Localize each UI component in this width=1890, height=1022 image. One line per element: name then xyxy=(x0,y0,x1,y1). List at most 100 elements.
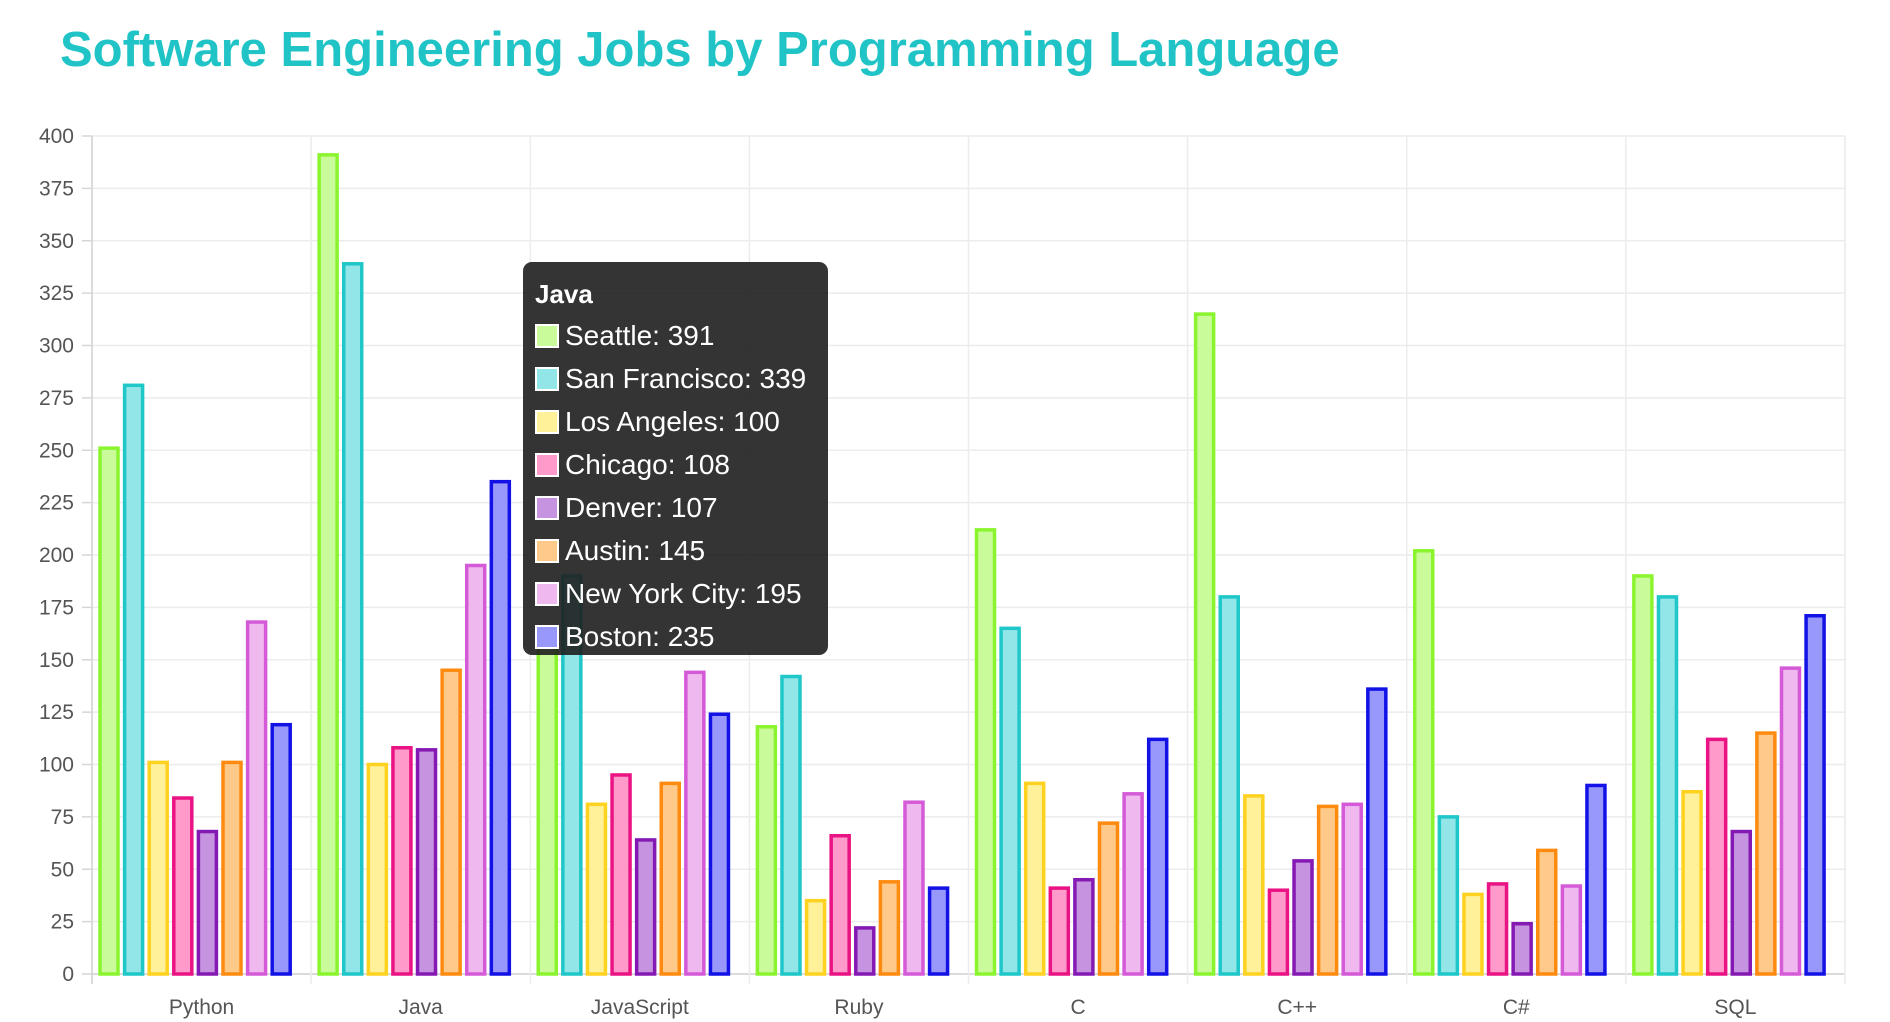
bar-san-francisco-java xyxy=(341,262,364,976)
tooltip-row: Los Angeles: 100 xyxy=(535,400,816,443)
bar-new-york-city-c xyxy=(1122,792,1144,976)
bar-austin-c xyxy=(1536,848,1558,976)
bar-seattle-sql xyxy=(1632,574,1654,976)
bar-chicago-javascript xyxy=(610,773,632,976)
axes xyxy=(82,135,92,975)
bar-chicago-ruby xyxy=(829,833,851,976)
tooltip-row-text: Denver: 107 xyxy=(565,491,718,523)
tooltip-swatch xyxy=(535,495,559,520)
tooltip-row: Seattle: 391 xyxy=(535,314,816,357)
tooltip-row: Denver: 107 xyxy=(535,486,816,529)
bar-denver-javascript xyxy=(634,838,657,976)
tooltip-row-text: Los Angeles: 100 xyxy=(565,405,780,437)
tooltip-row: Boston: 235 xyxy=(535,615,816,658)
bar-new-york-city-c xyxy=(1341,802,1363,976)
bar-los-angeles-python xyxy=(147,760,169,976)
x-tick-label: Python xyxy=(169,996,234,1019)
bar-boston-c xyxy=(1366,687,1388,976)
bar-chicago-java xyxy=(391,745,413,976)
bar-boston-python xyxy=(270,722,292,976)
tooltip-row-text: Boston: 235 xyxy=(565,620,715,652)
x-tick-label: C# xyxy=(1503,996,1530,1019)
bar-new-york-city-c xyxy=(1560,884,1583,976)
tooltip-swatch xyxy=(535,452,559,477)
bar-boston-c xyxy=(1146,737,1169,976)
bar-seattle-c xyxy=(1193,312,1216,976)
tooltip-row: New York City: 195 xyxy=(535,572,816,615)
bar-chicago-c xyxy=(1048,886,1071,976)
tooltip-row-text: Chicago: 108 xyxy=(565,448,731,480)
y-tick-label: 175 xyxy=(39,596,74,619)
bar-new-york-city-javascript xyxy=(684,670,706,976)
y-tick-label: 125 xyxy=(39,701,74,724)
bar-new-york-city-python xyxy=(245,620,268,976)
bar-chicago-python xyxy=(172,796,194,976)
bar-san-francisco-sql xyxy=(1656,595,1679,976)
bar-seattle-ruby xyxy=(755,725,778,976)
y-tick-label: 250 xyxy=(39,439,74,462)
bar-austin-c xyxy=(1316,804,1339,976)
tooltip-row-text: Austin: 145 xyxy=(565,534,706,566)
tooltip-swatch xyxy=(535,581,559,606)
tooltip-row: Chicago: 108 xyxy=(535,443,816,486)
y-tick-label: 25 xyxy=(51,911,74,934)
bar-seattle-c xyxy=(1413,549,1435,976)
bar-denver-c xyxy=(1073,877,1095,976)
hover-tooltip: Java Seattle: 391 San Francisco: 339 Los A… xyxy=(523,262,828,655)
y-tick-label: 325 xyxy=(39,282,74,305)
bar-chicago-sql xyxy=(1705,737,1728,976)
bar-boston-java xyxy=(489,479,512,976)
bar-chicago-c xyxy=(1486,882,1509,976)
bars xyxy=(98,153,1826,976)
tooltip-row-text: Seattle: 391 xyxy=(565,319,715,351)
bar-los-angeles-ruby xyxy=(804,898,827,976)
tooltip-row-text: San Francisco: 339 xyxy=(565,362,807,394)
tooltip-swatch xyxy=(535,366,559,391)
bar-austin-python xyxy=(221,760,243,976)
y-tick-label: 400 xyxy=(39,125,74,148)
y-tick-label: 375 xyxy=(39,177,74,200)
bar-denver-python xyxy=(196,829,219,976)
y-tick-label: 75 xyxy=(51,806,74,829)
bar-denver-ruby xyxy=(854,926,876,976)
y-tick-label: 350 xyxy=(39,230,74,253)
tick-labels: 0 25 50 75 100 125 150 175 200 225 250 275 300 325 350… xyxy=(39,125,1757,1019)
x-tick-label: SQL xyxy=(1714,996,1756,1019)
y-tick-label: 50 xyxy=(51,858,74,881)
bar-los-angeles-sql xyxy=(1681,789,1703,976)
tooltip-swatch xyxy=(535,409,559,434)
bar-austin-c xyxy=(1097,821,1120,976)
bar-seattle-c xyxy=(974,528,997,976)
bar-denver-c xyxy=(1292,859,1314,976)
bar-san-francisco-c xyxy=(1218,595,1240,976)
tooltip-title: Java xyxy=(535,279,593,309)
x-tick-label: C xyxy=(1070,996,1085,1019)
x-tick-label: Ruby xyxy=(834,996,884,1019)
bar-boston-javascript xyxy=(708,712,731,976)
tooltip-swatch xyxy=(535,538,559,563)
bar-los-angeles-java xyxy=(366,762,389,976)
bar-new-york-city-sql xyxy=(1779,666,1802,976)
y-tick-label: 225 xyxy=(39,492,74,515)
tooltip-row-text: New York City: 195 xyxy=(565,577,802,609)
y-tick-label: 150 xyxy=(39,649,74,672)
bar-austin-ruby xyxy=(878,880,901,976)
bar-new-york-city-ruby xyxy=(903,800,925,976)
y-tick-label: 100 xyxy=(39,754,74,777)
bar-boston-sql xyxy=(1804,614,1826,976)
x-tick-label: C++ xyxy=(1277,996,1317,1019)
bar-new-york-city-java xyxy=(464,563,487,976)
bar-san-francisco-python xyxy=(122,383,145,976)
tooltip-row: Austin: 145 xyxy=(535,529,816,572)
bar-chicago-c xyxy=(1267,888,1290,976)
bar-seattle-java xyxy=(317,153,339,976)
bar-denver-c xyxy=(1511,921,1533,976)
bar-san-francisco-ruby xyxy=(780,674,802,976)
bar-san-francisco-c xyxy=(999,626,1021,976)
bar-los-angeles-c xyxy=(1462,892,1484,976)
bar-boston-ruby xyxy=(927,886,950,976)
bar-denver-java xyxy=(415,748,438,976)
bar-los-angeles-c xyxy=(1243,794,1265,976)
bar-los-angeles-c xyxy=(1023,781,1046,976)
